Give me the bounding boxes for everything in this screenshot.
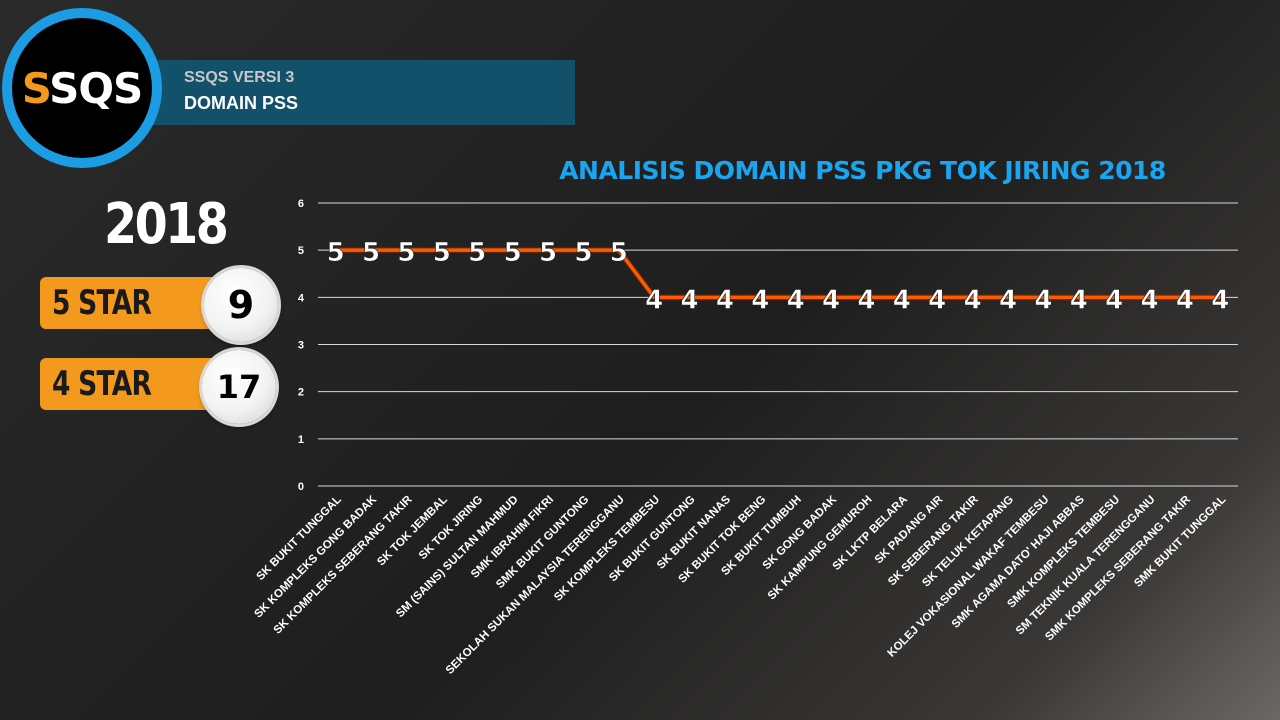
- chart-title: ANALISIS DOMAIN PSS PKG TOK JIRING 2018: [559, 156, 1166, 185]
- data-label: 4: [1176, 285, 1194, 315]
- ssqs-logo: SSQS: [2, 8, 162, 168]
- y-tick-label: 5: [298, 245, 304, 257]
- data-label: 4: [751, 285, 769, 315]
- four-star-count: 17: [202, 350, 276, 424]
- data-label: 4: [680, 285, 698, 315]
- y-tick-label: 6: [298, 198, 304, 210]
- x-tick-label: KOLEJ VOKASIONAL WAKAF TEMBESU: [885, 494, 1051, 660]
- x-tick-label: SK KOMPLEKS SEBERANG TAKIR: [272, 493, 415, 636]
- x-tick-label: SK TOK JIRING: [417, 494, 485, 562]
- data-label: 5: [574, 238, 592, 268]
- data-label: 4: [1140, 285, 1158, 315]
- series-line: [335, 248, 1221, 300]
- data-label: 4: [999, 285, 1017, 315]
- data-label: 4: [1105, 285, 1123, 315]
- y-tick-label: 1: [298, 434, 304, 446]
- data-label: 4: [822, 285, 840, 315]
- data-label: 5: [610, 238, 628, 268]
- data-label: 4: [857, 285, 875, 315]
- data-label: 4: [716, 285, 734, 315]
- header-banner: SSQS VERSI 3 DOMAIN PSS: [150, 60, 575, 125]
- data-label: 5: [539, 238, 557, 268]
- data-label: 4: [928, 285, 946, 315]
- data-label: 5: [504, 238, 522, 268]
- y-tick-label: 0: [298, 481, 304, 493]
- data-label: 4: [787, 285, 805, 315]
- banner-domain: DOMAIN PSS: [184, 93, 299, 113]
- logo-rest-letters: SQS: [49, 63, 143, 113]
- four-star-label: 4 STAR: [52, 364, 152, 404]
- data-label: 5: [397, 238, 415, 268]
- y-tick-label: 2: [298, 387, 304, 399]
- logo-badge: SSQS: [12, 18, 152, 158]
- data-label: 4: [1211, 285, 1229, 315]
- data-label: 4: [645, 285, 663, 315]
- data-label: 5: [433, 238, 451, 268]
- y-tick-label: 3: [298, 340, 304, 352]
- data-label: 4: [964, 285, 982, 315]
- y-tick-label: 4: [298, 292, 305, 304]
- banner-version: SSQS VERSI 3: [184, 69, 295, 86]
- data-label: 4: [1034, 285, 1052, 315]
- data-label: 5: [468, 238, 486, 268]
- five-star-count: 9: [204, 268, 278, 342]
- data-label: 5: [362, 238, 380, 268]
- x-tick-label: SMK AGAMA DATO' HAJI ABBAS: [950, 493, 1087, 630]
- five-star-label: 5 STAR: [52, 283, 152, 323]
- logo-text: SSQS: [21, 63, 144, 113]
- data-label: 4: [893, 285, 911, 315]
- data-label: 4: [1070, 285, 1088, 315]
- data-label: 5: [327, 238, 345, 268]
- logo-s-letter: S: [21, 63, 50, 113]
